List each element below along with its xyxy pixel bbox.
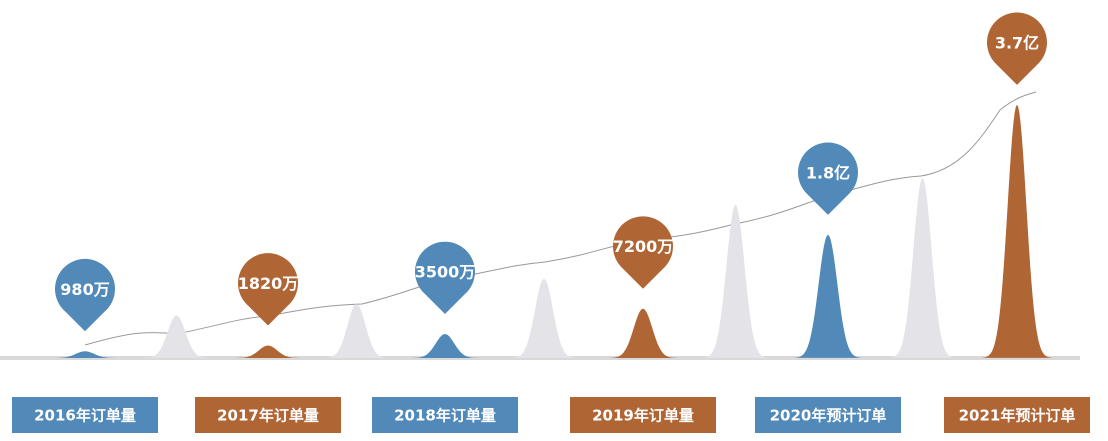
value-label: 980万 (60, 280, 109, 299)
pin (238, 253, 299, 326)
x-tick-label: 2019年订单量 (592, 407, 694, 425)
value-label: 7200万 (613, 237, 674, 256)
pin (613, 216, 674, 289)
category-box (944, 397, 1090, 433)
category-box (195, 397, 341, 433)
decor-peak (141, 315, 212, 358)
value-label: 1820万 (238, 274, 299, 293)
pin (55, 258, 116, 332)
value-label: 3500万 (415, 263, 476, 282)
x-tick-label: 2016年订单量 (34, 407, 136, 425)
category-box (570, 397, 716, 433)
x-tick-label: 2020年预计订单 (770, 407, 887, 425)
decor-peak (321, 304, 392, 358)
x-tick-label: 2021年预计订单 (959, 407, 1076, 425)
category-box (372, 397, 518, 433)
trend-line (84, 91, 1037, 346)
peak (607, 308, 679, 358)
pin (987, 12, 1047, 85)
x-tick-label: 2017年订单量 (217, 407, 319, 425)
decor-peak (700, 204, 771, 358)
peak (49, 351, 121, 358)
pin (798, 142, 858, 215)
value-label: 3.7亿 (995, 33, 1039, 52)
category-box (12, 397, 158, 433)
peak (232, 345, 304, 358)
decor-peak (887, 178, 958, 358)
category-box (755, 397, 901, 433)
peak (409, 334, 481, 358)
peak (792, 234, 864, 358)
value-label: 1.8亿 (806, 163, 850, 182)
decor-peak (509, 278, 579, 358)
x-tick-label: 2018年订单量 (394, 407, 496, 425)
pin (415, 241, 476, 315)
peak (981, 104, 1053, 358)
